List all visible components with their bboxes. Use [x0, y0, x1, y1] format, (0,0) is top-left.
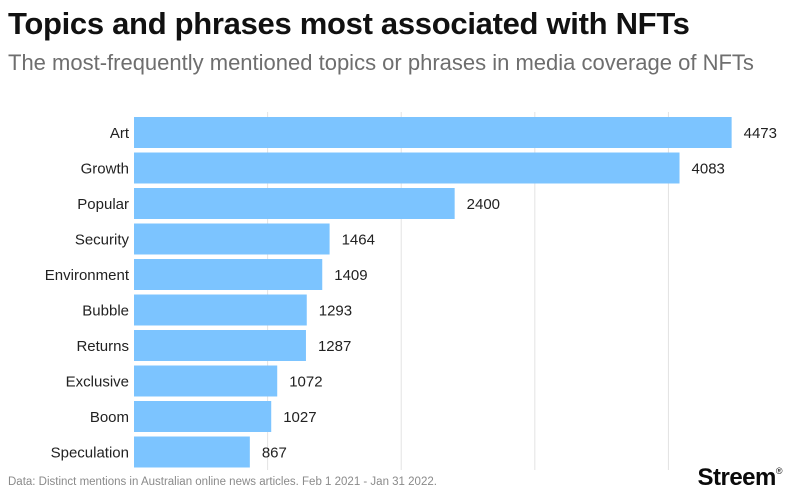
bar-security [134, 223, 330, 255]
category-label: Art [110, 125, 130, 142]
source-note: Data: Distinct mentions in Australian on… [8, 476, 437, 488]
bar-art [134, 117, 732, 148]
category-labels: Art Growth Popular Security Environment Bubbl… [45, 125, 130, 462]
data-labels: 4473 4083 2400 1464 1409 1293 1287 1072 1027 867 [262, 125, 777, 462]
chart-title: Topics and phrases most associated with … [8, 6, 690, 41]
bar-bubble [134, 294, 307, 326]
brand-name: Streem [697, 464, 776, 491]
bar-exclusive [134, 365, 278, 397]
bar-growth [134, 152, 680, 184]
chart-subtitle: The most-frequently mentioned topics or … [8, 50, 754, 75]
registered-mark: ® [775, 466, 783, 476]
data-label: 1464 [342, 232, 375, 249]
data-label: 4083 [692, 161, 725, 178]
category-label: Speculation [51, 445, 129, 462]
category-label: Environment [45, 267, 130, 284]
bar-returns [134, 330, 306, 361]
category-label: Returns [76, 338, 129, 355]
data-label: 1287 [318, 338, 351, 355]
bar-popular [134, 188, 455, 219]
bars [134, 117, 732, 468]
bar-speculation [134, 436, 250, 468]
data-label: 1027 [283, 409, 316, 426]
data-label: 4473 [744, 125, 777, 142]
category-label: Exclusive [66, 374, 129, 391]
category-label: Boom [90, 409, 129, 426]
category-label: Bubble [82, 303, 129, 320]
data-label: 2400 [467, 196, 500, 213]
data-label: 1293 [319, 303, 352, 320]
bar-environment [134, 259, 323, 290]
data-label: 867 [262, 445, 287, 462]
data-label: 1072 [289, 374, 322, 391]
category-label: Growth [81, 161, 129, 178]
bar-chart: Art Growth Popular Security Environment Bubbl… [45, 112, 777, 470]
category-label: Popular [77, 196, 129, 213]
data-label: 1409 [334, 267, 367, 284]
streem-logo: Streem® [697, 464, 782, 492]
bar-boom [134, 401, 272, 432]
category-label: Security [75, 232, 130, 249]
